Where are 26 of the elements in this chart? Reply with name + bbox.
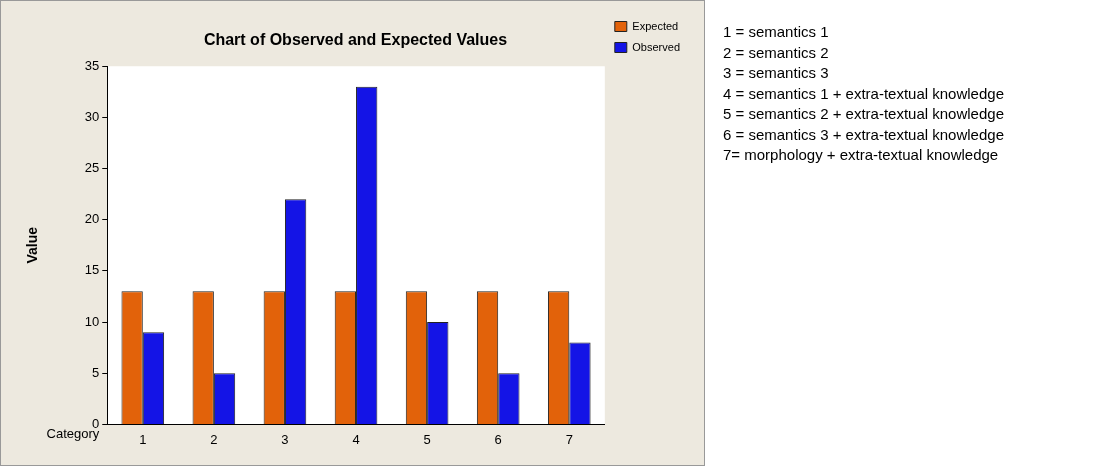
x-tick-label: 4: [352, 431, 360, 447]
x-tick-label: 1: [139, 431, 147, 447]
chart-title: Chart of Observed and Expected Values: [203, 31, 508, 49]
y-axis-title: Value: [24, 226, 41, 264]
x-tick-label: 7: [565, 431, 573, 447]
y-tick-label: 20: [84, 211, 100, 227]
y-tick-label: 35: [84, 57, 100, 73]
text: 4 = semantics 1 + extra-textual knowledge: [723, 83, 1004, 104]
x-tick-label: 2: [210, 431, 218, 447]
legend-label: Expected: [632, 19, 679, 32]
x-tick-label: 5: [423, 431, 431, 447]
text: 3 = semantics 3: [723, 63, 830, 83]
text: 1 = semantics 1: [723, 22, 830, 42]
text: 2 = semantics 2: [723, 42, 830, 63]
y-tick-label: 15: [84, 262, 100, 278]
x-tick-label: 6: [494, 431, 502, 447]
y-tick-label: 25: [84, 160, 100, 176]
y-tick-label: 0: [92, 415, 100, 431]
y-tick-label: 10: [84, 313, 100, 329]
legend-label: Observed: [632, 40, 681, 53]
x-tick-label: 3: [281, 431, 289, 447]
y-tick-label: 5: [92, 364, 100, 380]
y-tick-label: 30: [84, 108, 100, 124]
text: 7= morphology + extra-textual knowledge: [723, 145, 1000, 165]
text: 6 = semantics 3 + extra-textual knowledge: [723, 124, 1004, 145]
text: 5 = semantics 2 + extra-textual knowledge: [723, 104, 1004, 124]
